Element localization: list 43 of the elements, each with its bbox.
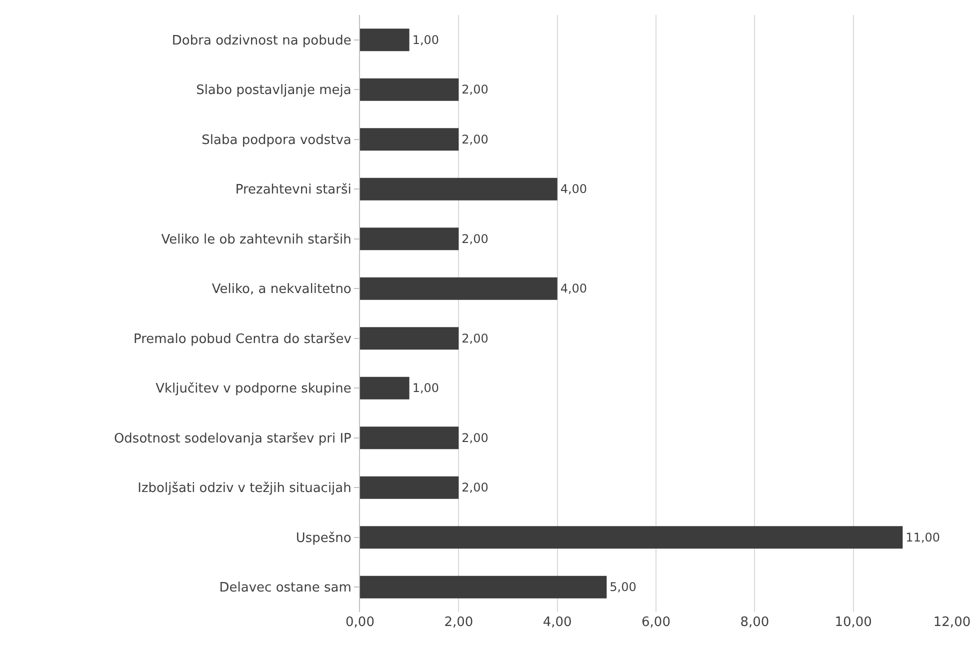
y-tick-label: Uspešno <box>296 530 352 546</box>
bar <box>360 476 459 499</box>
x-tick-label: 4,00 <box>542 615 572 630</box>
y-tick-label: Odsotnost sodelovanja staršev pri IP <box>114 431 352 446</box>
y-tick-label: Veliko le ob zahtevnih starših <box>161 232 352 248</box>
bar <box>360 277 558 300</box>
data-label: 2,00 <box>462 132 488 146</box>
x-tick-label: 8,00 <box>740 615 770 630</box>
bar <box>360 28 410 52</box>
y-tick-label: Delavec ostane sam <box>219 580 352 596</box>
y-tick-label: Slabo postavljanje meja <box>196 83 352 98</box>
y-tick-label: Premalo pobud Centra do staršev <box>133 332 352 347</box>
y-tick-label: Prezahtevni starši <box>235 182 352 198</box>
bar <box>360 327 459 350</box>
bar <box>360 128 459 151</box>
data-label: 5,00 <box>610 580 636 594</box>
data-label: 2,00 <box>462 430 488 445</box>
data-label: 2,00 <box>462 480 488 495</box>
y-tick-label: Izboljšati odziv v težjih situacijah <box>138 481 352 496</box>
x-tick-label: 12,00 <box>933 615 971 630</box>
y-tick-label: Dobra odzivnost na pobude <box>172 33 352 48</box>
x-tick-label: 0,00 <box>346 615 374 630</box>
bar <box>360 178 558 200</box>
x-tick-label: 10,00 <box>834 615 872 630</box>
bar <box>360 526 903 549</box>
y-tick-label: Vključitev v podporne skupine <box>156 382 352 397</box>
bar <box>360 228 459 250</box>
data-label: 4,00 <box>560 282 588 296</box>
y-tick-label: Slaba podpora vodstva <box>202 132 352 148</box>
y-tick-label: Veliko, a nekvalitetno <box>212 282 352 298</box>
bar <box>360 78 459 101</box>
bar <box>360 376 410 400</box>
x-tick-label: 6,00 <box>642 615 670 630</box>
data-label: 2,00 <box>462 331 488 346</box>
data-label: 2,00 <box>462 82 488 97</box>
data-label: 1,00 <box>412 381 440 396</box>
bar <box>360 426 459 450</box>
data-label: 11,00 <box>906 530 940 544</box>
data-label: 2,00 <box>462 232 488 246</box>
bar <box>360 576 607 598</box>
data-label: 1,00 <box>412 32 440 47</box>
x-tick-label: 2,00 <box>444 615 474 630</box>
data-label: 4,00 <box>560 182 588 196</box>
